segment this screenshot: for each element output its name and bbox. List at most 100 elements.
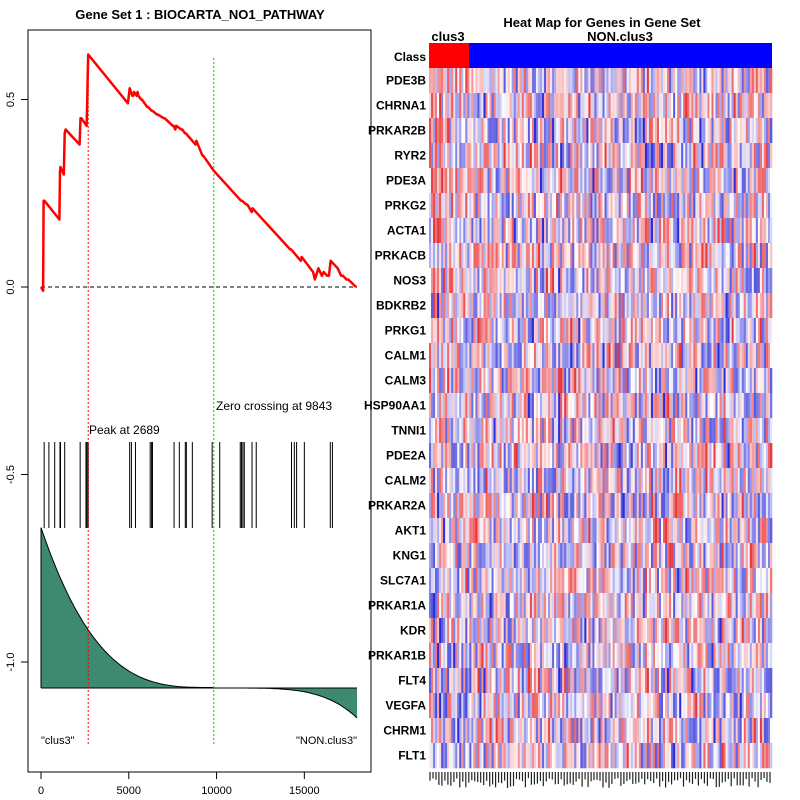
heatmap-cell bbox=[693, 743, 696, 769]
heatmap-cell bbox=[691, 643, 694, 669]
heatmap-cell bbox=[527, 193, 531, 219]
heatmap-cell bbox=[469, 318, 472, 344]
heatmap-cell bbox=[642, 643, 646, 669]
heatmap-cell bbox=[515, 393, 519, 419]
heatmap-cell bbox=[439, 543, 442, 569]
heatmap-cell bbox=[509, 743, 513, 769]
heatmap-cell bbox=[699, 518, 702, 544]
heatmap-cell bbox=[642, 693, 646, 719]
heatmap-cell bbox=[661, 468, 664, 494]
heatmap-cell bbox=[693, 493, 696, 519]
heatmap-cell bbox=[747, 668, 751, 694]
heatmap-cell bbox=[560, 168, 563, 194]
heatmap-cell bbox=[493, 168, 496, 194]
heatmap-cell bbox=[576, 518, 579, 544]
heatmap-cell bbox=[473, 318, 476, 344]
heatmap-cell bbox=[495, 368, 498, 394]
heatmap-cell bbox=[465, 243, 468, 269]
heatmap-cell bbox=[564, 668, 567, 694]
heatmap-cell bbox=[608, 368, 611, 394]
heatmap-cell bbox=[703, 543, 706, 569]
heatmap-cell bbox=[759, 643, 763, 669]
heatmap-cell bbox=[497, 243, 500, 269]
heatmap-cell bbox=[673, 168, 676, 194]
heatmap-cell bbox=[485, 643, 488, 669]
heatmap-cell bbox=[689, 418, 692, 444]
heatmap-cell bbox=[552, 593, 555, 619]
heatmap-cell bbox=[769, 93, 773, 119]
heatmap-cell bbox=[735, 743, 738, 769]
heatmap-cell bbox=[667, 393, 670, 419]
heatmap-cell bbox=[709, 168, 712, 194]
heatmap-cell bbox=[592, 343, 595, 369]
heatmap-cell bbox=[695, 468, 698, 494]
heatmap-cell bbox=[519, 68, 523, 94]
heatmap-cell bbox=[564, 93, 567, 119]
heatmap-cell bbox=[767, 318, 771, 344]
heatmap-cell bbox=[614, 193, 617, 219]
heatmap-cell bbox=[713, 343, 716, 369]
heatmap-cell bbox=[473, 218, 476, 244]
group-label-clus3: clus3 bbox=[431, 29, 464, 44]
heatmap-cell bbox=[546, 468, 549, 494]
heatmap-cell bbox=[449, 243, 452, 269]
heatmap-cell bbox=[493, 343, 496, 369]
heatmap-cell bbox=[473, 718, 476, 744]
heatmap-cell bbox=[650, 618, 654, 644]
heatmap-cell bbox=[604, 643, 607, 669]
heatmap-cell bbox=[667, 68, 670, 94]
heatmap-cell bbox=[624, 493, 628, 519]
heatmap-cell bbox=[747, 418, 751, 444]
heatmap-cell bbox=[646, 293, 650, 319]
heatmap-cell bbox=[663, 468, 666, 494]
heatmap-cell bbox=[661, 418, 664, 444]
heatmap-cell bbox=[727, 343, 730, 369]
heatmap-cell bbox=[598, 368, 601, 394]
heatmap-cell bbox=[513, 168, 517, 194]
heatmap-cell bbox=[461, 168, 464, 194]
heatmap-cell bbox=[628, 318, 632, 344]
heatmap-cell bbox=[433, 618, 436, 644]
heatmap-cell bbox=[618, 218, 621, 244]
heatmap-cell bbox=[556, 168, 559, 194]
heatmap-cell bbox=[721, 743, 724, 769]
heatmap-cell bbox=[511, 518, 515, 544]
heatmap-cell bbox=[535, 493, 539, 519]
heatmap-cell bbox=[737, 743, 741, 769]
heatmap-cell bbox=[665, 493, 668, 519]
heatmap-cell bbox=[642, 143, 646, 169]
heatmap-cell bbox=[590, 68, 593, 94]
heatmap-cell bbox=[558, 343, 561, 369]
heatmap-cell bbox=[598, 543, 601, 569]
heatmap-cell bbox=[537, 68, 541, 94]
heatmap-cell bbox=[467, 93, 470, 119]
heatmap-cell bbox=[469, 293, 472, 319]
heatmap-row-label: SLC7A1 bbox=[380, 574, 426, 588]
heatmap-cell bbox=[707, 518, 710, 544]
heatmap-cell bbox=[596, 318, 599, 344]
heatmap-cell bbox=[469, 543, 472, 569]
heatmap-cell bbox=[560, 318, 563, 344]
heatmap-cell bbox=[447, 718, 450, 744]
left-group-label: "clus3" bbox=[41, 735, 75, 747]
heatmap-row-label: PDE3B bbox=[386, 74, 426, 88]
heatmap-cell bbox=[515, 693, 519, 719]
heatmap-cell bbox=[467, 593, 470, 619]
heatmap-cell bbox=[636, 218, 640, 244]
heatmap-cell bbox=[713, 368, 716, 394]
heatmap-cell bbox=[731, 168, 734, 194]
heatmap-cell bbox=[654, 143, 658, 169]
heatmap-cell bbox=[765, 343, 769, 369]
heatmap-cell bbox=[620, 193, 623, 219]
heatmap-cell bbox=[707, 643, 710, 669]
heatmap-cell bbox=[679, 368, 682, 394]
heatmap-cell bbox=[439, 393, 442, 419]
heatmap-cell bbox=[475, 718, 478, 744]
heatmap-cell bbox=[642, 493, 646, 519]
heatmap-cell bbox=[677, 468, 680, 494]
heatmap-cell bbox=[723, 143, 726, 169]
heatmap-cell bbox=[499, 493, 502, 519]
heatmap-cell bbox=[588, 68, 591, 94]
heatmap-cell bbox=[554, 318, 557, 344]
heatmap-cell bbox=[445, 293, 448, 319]
